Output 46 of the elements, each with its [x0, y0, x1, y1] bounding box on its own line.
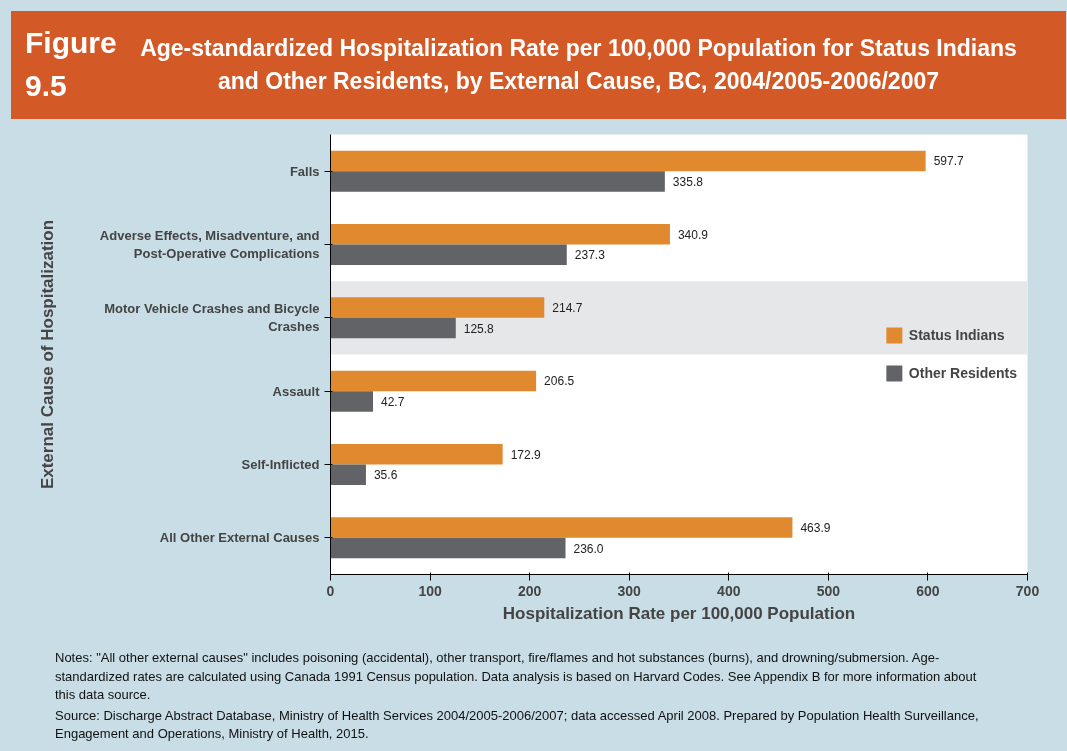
bar: [330, 244, 567, 266]
bar: [330, 370, 537, 392]
bar: [330, 537, 566, 559]
x-axis-title: Hospitalization Rate per 100,000 Population: [502, 603, 856, 623]
text: Figure 9.5: [24, 25, 118, 104]
x-tick-label: 400: [717, 582, 741, 599]
y-tick-label: Adverse Effects, Misadventure, and Post-Operative Complications: [99, 228, 320, 261]
data-label: 463.9: [800, 521, 831, 536]
bar: [330, 464, 366, 486]
x-tick-label: 600: [916, 582, 940, 599]
y-tick-label: All Other External Causes: [159, 530, 320, 546]
data-label: 236.0: [573, 541, 604, 556]
x-tick-label: 200: [517, 582, 542, 599]
data-label: 214.7: [552, 301, 583, 316]
x-tick-label: 0: [326, 582, 335, 599]
x-tick-label: 300: [617, 582, 642, 599]
bar: [330, 171, 665, 192]
bar: [330, 517, 793, 538]
y-tick-label: Falls: [289, 163, 320, 179]
y-tick-label: Self-Inflicted: [241, 457, 320, 472]
data-label: 125.8: [463, 321, 495, 336]
chart-title: Age-standardized Hospitalization Rate per 100,000 Population for Status Indians and Other Residents, by External Cause, BC, 2004/2005-2006/2007: [139, 34, 1018, 96]
y-tick-label: Motor Vehicle Crashes and Bicycle Crashes: [104, 301, 320, 335]
data-label: 172.9: [510, 447, 542, 462]
bar: [330, 443, 503, 465]
data-label: 206.5: [544, 374, 575, 389]
legend-label: Status Indians: [908, 327, 1005, 343]
data-label: 335.8: [672, 174, 704, 189]
data-label: 237.3: [574, 248, 606, 263]
x-tick-label: 700: [1015, 582, 1040, 599]
bar: [330, 150, 926, 172]
bar: [330, 297, 545, 318]
text: Notes: "All other external causes" includes poisoning (accidental), other transport, fire/flames and hot substances (burns), and drowning/submersion. Age-standardized rates are calculated using Canada 1991 Census population. Data analysis is based on Harvard Codes. See Appendix B for more information about this data source.: [55, 649, 978, 705]
bar: [330, 391, 374, 412]
data-label: 35.6: [373, 468, 398, 483]
bar: [330, 223, 670, 245]
data-label: 42.7: [381, 394, 405, 409]
data-label: 597.7: [933, 154, 964, 169]
x-tick-label: 500: [816, 582, 841, 599]
data-label: 340.9: [677, 227, 709, 242]
source-note: Source: Discharge Abstract Database, Ministry of Health Services 2004/2005-2006/2007; data accessed April 2008. Prepared by Population Health Surveillance, Engagement and Operations, Ministry of Health, 2015.: [55, 706, 980, 744]
y-axis-title: External Cause of Hospitalization: [37, 219, 57, 490]
y-tick-label: Assault: [272, 383, 321, 399]
x-tick-label: 100: [418, 582, 442, 599]
legend-label: Other Residents: [908, 365, 1017, 381]
bar: [330, 317, 456, 339]
